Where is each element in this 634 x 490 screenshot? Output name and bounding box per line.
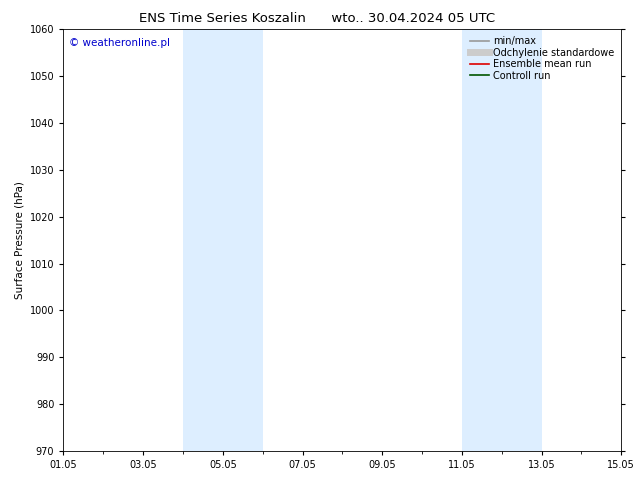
Text: © weatheronline.pl: © weatheronline.pl xyxy=(69,38,170,48)
Bar xyxy=(462,29,541,451)
Text: ENS Time Series Koszalin      wto.. 30.04.2024 05 UTC: ENS Time Series Koszalin wto.. 30.04.202… xyxy=(139,12,495,25)
Y-axis label: Surface Pressure (hPa): Surface Pressure (hPa) xyxy=(14,181,24,299)
Legend: min/max, Odchylenie standardowe, Ensemble mean run, Controll run: min/max, Odchylenie standardowe, Ensembl… xyxy=(468,34,616,82)
Bar xyxy=(183,29,262,451)
